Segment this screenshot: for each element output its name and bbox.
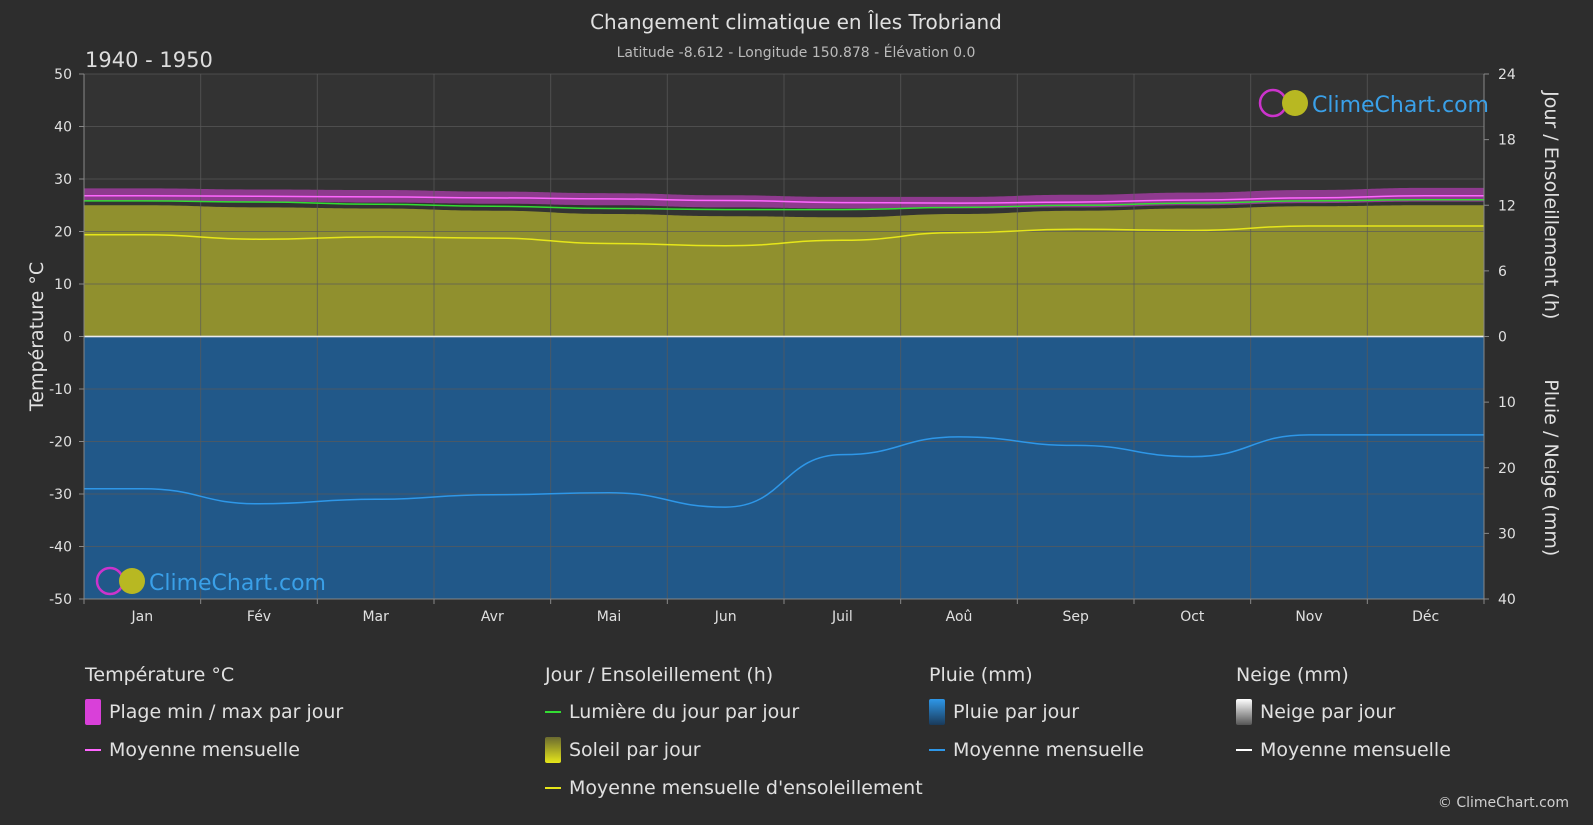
month-label: Oct — [1180, 609, 1205, 625]
rain-mean-line — [84, 434, 1484, 508]
chart-title: Changement climatique en Îles Trobriand — [590, 10, 1002, 34]
legend-temperature-heading: Température °C — [85, 664, 235, 686]
left-tick-label: -10 — [49, 382, 72, 398]
temp-mean-swatch — [85, 749, 101, 751]
legend-item-snow: Neige par jour — [1236, 699, 1451, 725]
legend-snow: Neige (mm) Neige par jour Moyenne mensue… — [1236, 664, 1451, 776]
right-bottom-tick-label: 30 — [1498, 526, 1516, 542]
right-bottom-tick-label: 10 — [1498, 395, 1516, 411]
left-tick-label: -30 — [49, 487, 72, 503]
legend-item-sunshine: Soleil par jour — [545, 737, 923, 763]
month-label: Jan — [131, 609, 154, 625]
month-label: Mai — [597, 609, 622, 625]
logo-bottom: ClimeChart.com — [95, 566, 326, 596]
logo-bottom-text: ClimeChart.com — [149, 571, 326, 596]
temp-range-swatch — [85, 699, 101, 725]
legend-rain-heading: Pluie (mm) — [929, 664, 1033, 686]
legend-item-daylight: Lumière du jour par jour — [545, 700, 923, 724]
legend-item-temp-mean: Moyenne mensuelle — [85, 738, 343, 762]
right-bottom-axis-label: Pluie / Neige (mm) — [1540, 379, 1562, 556]
period-label: 1940 - 1950 — [85, 48, 213, 72]
logo-top: ClimeChart.com — [1258, 88, 1489, 118]
left-tick-label: 10 — [54, 277, 72, 293]
left-axis-label: Température °C — [26, 262, 48, 412]
left-tick-label: 20 — [54, 225, 72, 241]
right-top-tick-label: 18 — [1498, 133, 1516, 149]
left-tick-label: -50 — [49, 592, 72, 608]
rain-mean-swatch — [929, 749, 945, 751]
month-label: Juil — [831, 609, 853, 625]
month-label: Fév — [247, 609, 271, 625]
logo-top-text: ClimeChart.com — [1312, 93, 1489, 118]
right-top-axis-label: Jour / Ensoleillement (h) — [1540, 90, 1562, 319]
chart-subtitle: Latitude -8.612 - Longitude 150.878 - Él… — [617, 44, 976, 61]
right-bottom-tick-label: 20 — [1498, 461, 1516, 477]
month-label: Nov — [1295, 609, 1322, 625]
month-label: Déc — [1412, 609, 1439, 625]
legend-item-temp-range: Plage min / max par jour — [85, 699, 343, 725]
legend-item-sun-mean: Moyenne mensuelle d'ensoleillement — [545, 776, 923, 800]
legend-sun: Jour / Ensoleillement (h) Lumière du jou… — [545, 664, 923, 814]
rain-swatch — [929, 699, 945, 725]
month-label: Jun — [714, 609, 737, 625]
right-top-tick-label: 6 — [1498, 264, 1507, 280]
month-label: Mar — [362, 609, 389, 625]
left-tick-label: 50 — [54, 67, 72, 83]
sunshine-swatch — [545, 737, 561, 763]
legend-item-rain: Pluie par jour — [929, 699, 1144, 725]
legend-snow-heading: Neige (mm) — [1236, 664, 1349, 686]
right-top-tick-label: 12 — [1498, 198, 1516, 214]
legend-item-snow-mean: Moyenne mensuelle — [1236, 738, 1451, 762]
month-label: Avr — [481, 609, 504, 625]
climate-chart: Changement climatique en Îles Trobriand … — [26, 10, 1562, 625]
sun-mean-swatch — [545, 787, 561, 789]
copyright: © ClimeChart.com — [1437, 795, 1569, 811]
snow-mean-swatch — [1236, 749, 1252, 751]
month-label: Aoû — [946, 609, 973, 625]
month-label: Sep — [1062, 609, 1089, 625]
left-tick-label: -20 — [49, 435, 72, 451]
left-tick-label: 30 — [54, 172, 72, 188]
daylight-swatch — [545, 711, 561, 713]
snow-swatch — [1236, 699, 1252, 725]
left-tick-label: 0 — [63, 330, 72, 346]
legend-rain: Pluie (mm) Pluie par jour Moyenne mensue… — [929, 664, 1144, 776]
right-top-tick-label: 0 — [1498, 330, 1507, 346]
right-bottom-tick-label: 40 — [1498, 592, 1516, 608]
daylight-line — [84, 199, 1484, 211]
left-tick-label: -40 — [49, 540, 72, 556]
legend-sun-heading: Jour / Ensoleillement (h) — [545, 664, 774, 686]
legend-item-rain-mean: Moyenne mensuelle — [929, 738, 1144, 762]
sun-mean-line — [83, 225, 1484, 247]
legend-temperature: Température °C Plage min / max par jour … — [85, 664, 343, 776]
temp-mean-line — [84, 195, 1484, 204]
left-tick-label: 40 — [54, 120, 72, 136]
right-top-tick-label: 24 — [1498, 67, 1516, 83]
